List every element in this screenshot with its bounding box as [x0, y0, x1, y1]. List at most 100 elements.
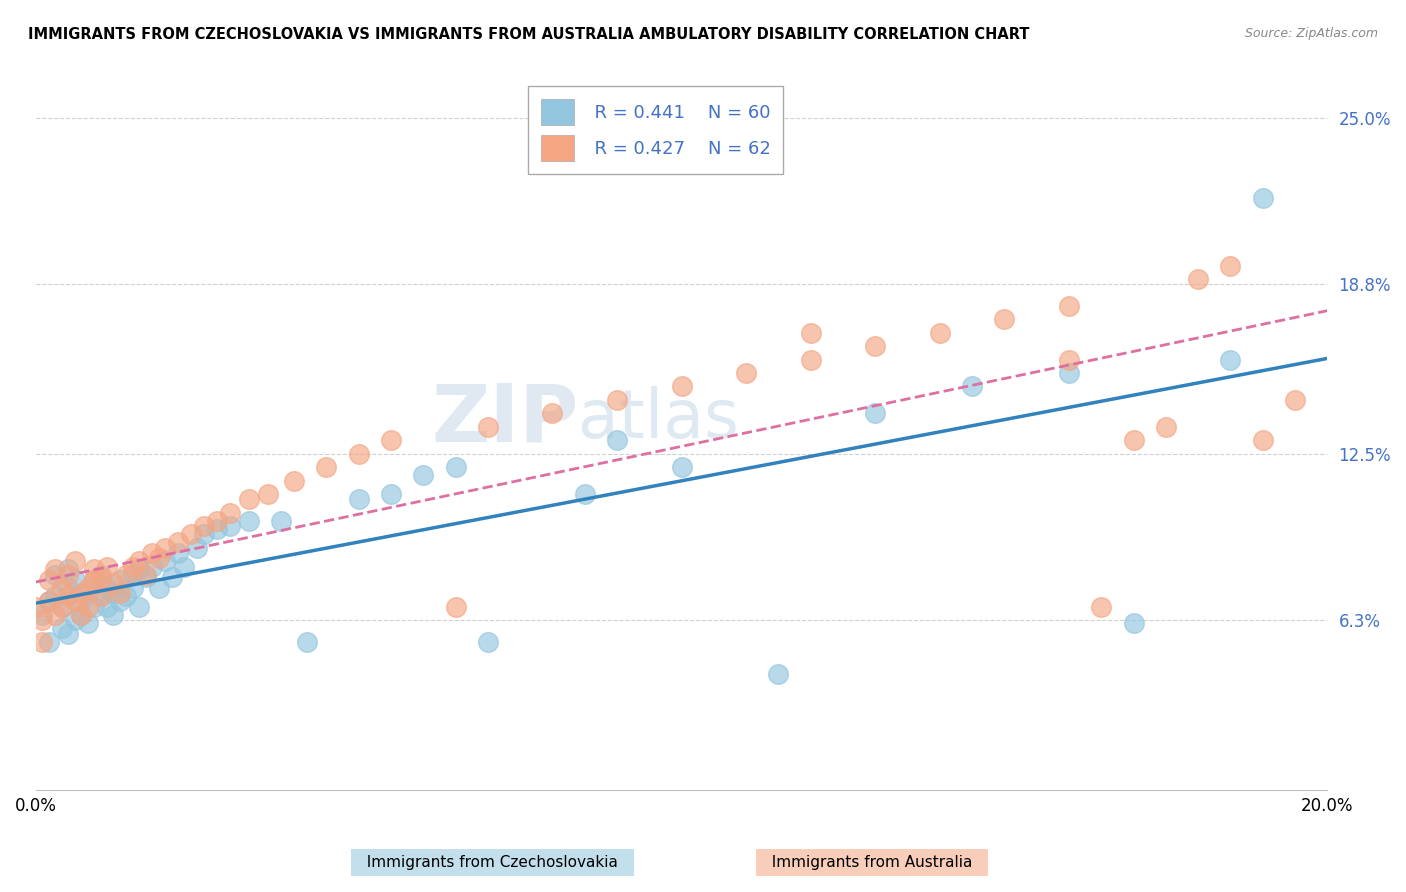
Point	[76, 599, 98, 614]
Point	[108, 594, 131, 608]
Point	[380, 434, 402, 448]
Point	[103, 575, 125, 590]
Point	[89, 570, 111, 584]
Point	[800, 352, 823, 367]
Point	[1122, 434, 1144, 448]
Point	[606, 392, 628, 407]
Point	[1057, 299, 1080, 313]
Point	[671, 460, 693, 475]
Point	[31, 635, 53, 649]
Point	[128, 554, 150, 568]
Point	[58, 589, 80, 603]
Point	[1154, 419, 1177, 434]
Point	[768, 667, 790, 681]
Point	[444, 460, 467, 475]
Point	[160, 570, 183, 584]
Point	[83, 573, 105, 587]
Point	[31, 613, 53, 627]
Point	[347, 492, 370, 507]
Point	[76, 586, 98, 600]
Point	[1284, 392, 1306, 407]
Point	[44, 567, 66, 582]
Point	[865, 406, 887, 420]
Point	[63, 573, 86, 587]
Point	[115, 589, 138, 603]
Point	[38, 594, 60, 608]
Point	[257, 487, 280, 501]
Text: IMMIGRANTS FROM CZECHOSLOVAKIA VS IMMIGRANTS FROM AUSTRALIA AMBULATORY DISABILIT: IMMIGRANTS FROM CZECHOSLOVAKIA VS IMMIGR…	[28, 27, 1029, 42]
Point	[167, 535, 190, 549]
Point	[1251, 191, 1274, 205]
Point	[58, 567, 80, 582]
Point	[58, 562, 80, 576]
Point	[865, 339, 887, 353]
Point	[477, 635, 499, 649]
Point	[141, 559, 163, 574]
Point	[96, 559, 118, 574]
Point	[44, 562, 66, 576]
Point	[205, 514, 228, 528]
Point	[121, 567, 143, 582]
Point	[574, 487, 596, 501]
Point	[38, 635, 60, 649]
Point	[121, 581, 143, 595]
Point	[63, 613, 86, 627]
Point	[315, 460, 337, 475]
Point	[1219, 352, 1241, 367]
Point	[63, 594, 86, 608]
Point	[148, 551, 170, 566]
Point	[108, 573, 131, 587]
Point	[51, 599, 73, 614]
Point	[186, 541, 208, 555]
Point	[83, 562, 105, 576]
Point	[928, 326, 950, 340]
Point	[1057, 366, 1080, 380]
Point	[83, 599, 105, 614]
Text: Immigrants from Czechoslovakia: Immigrants from Czechoslovakia	[357, 855, 627, 870]
Point	[63, 554, 86, 568]
Point	[121, 559, 143, 574]
Point	[380, 487, 402, 501]
Point	[541, 406, 564, 420]
Point	[115, 567, 138, 582]
Point	[218, 506, 240, 520]
Point	[51, 621, 73, 635]
Point	[51, 599, 73, 614]
Point	[347, 447, 370, 461]
Point	[83, 573, 105, 587]
Point	[444, 599, 467, 614]
Point	[960, 379, 983, 393]
Point	[70, 607, 93, 622]
Point	[89, 567, 111, 582]
Point	[58, 581, 80, 595]
Point	[671, 379, 693, 393]
Point	[205, 522, 228, 536]
Point	[70, 607, 93, 622]
Point	[44, 607, 66, 622]
Text: Immigrants from Australia: Immigrants from Australia	[762, 855, 981, 870]
Point	[1187, 272, 1209, 286]
Point	[76, 615, 98, 630]
Point	[38, 594, 60, 608]
Point	[89, 589, 111, 603]
Legend:   R = 0.441    N = 60,   R = 0.427    N = 62: R = 0.441 N = 60, R = 0.427 N = 62	[529, 87, 783, 174]
Point	[270, 514, 292, 528]
Text: Source: ZipAtlas.com: Source: ZipAtlas.com	[1244, 27, 1378, 40]
Point	[295, 635, 318, 649]
Point	[1219, 259, 1241, 273]
Point	[135, 570, 157, 584]
Point	[1251, 434, 1274, 448]
Point	[1090, 599, 1112, 614]
Point	[128, 599, 150, 614]
Point	[148, 581, 170, 595]
Point	[76, 581, 98, 595]
Text: ZIP: ZIP	[432, 380, 578, 458]
Point	[477, 419, 499, 434]
Point	[218, 519, 240, 533]
Point	[128, 562, 150, 576]
Text: atlas: atlas	[578, 386, 740, 452]
Point	[25, 599, 48, 614]
Point	[96, 581, 118, 595]
Point	[70, 586, 93, 600]
Point	[167, 546, 190, 560]
